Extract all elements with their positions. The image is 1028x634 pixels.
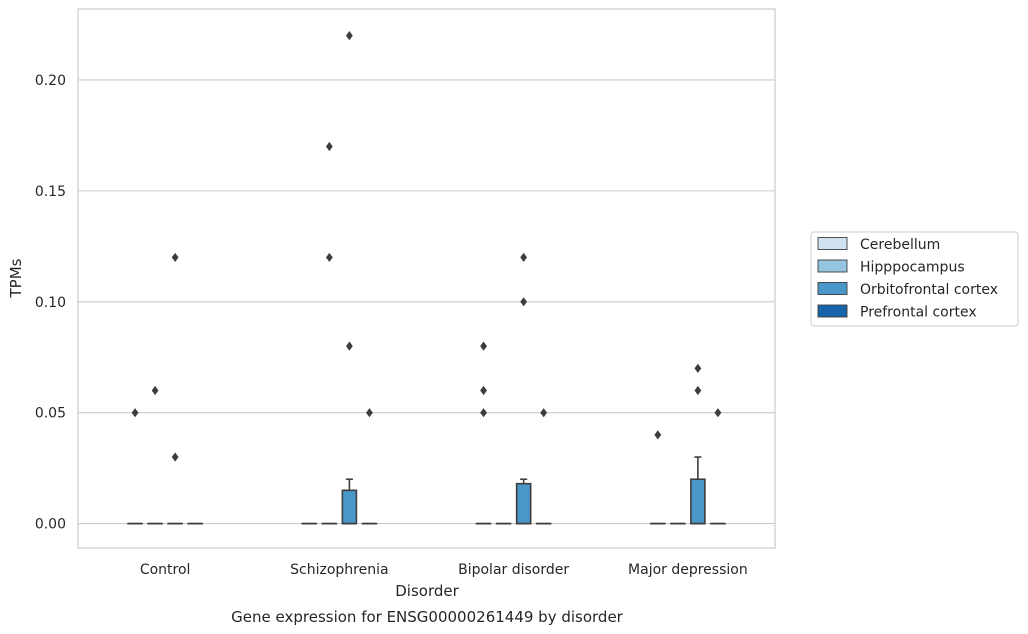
plot-background [78,9,775,548]
box-group [515,252,532,525]
box [341,489,358,525]
outlier-point [171,452,179,462]
legend-label: Cerebellum [860,237,940,253]
outlier-point [480,408,487,418]
outlier-point [480,385,487,396]
legend-swatch [817,282,848,295]
outlier-point [520,252,528,263]
outlier-point [325,252,333,263]
chart-caption: Gene expression for ENSG00000261449 by d… [231,608,624,626]
outlier-point [480,341,487,351]
box-group [341,31,358,525]
box-group [650,430,666,525]
x-tick-label: Bipolar disorder [458,562,569,578]
y-tick-labels: 0.00 0.05 0.10 0.15 0.20 [35,73,66,533]
outlier-point [714,408,722,418]
box-group [475,341,492,525]
y-axis-label: TPMs [7,258,25,298]
box-group [535,408,552,525]
y-tick-label: 0.10 [35,295,66,311]
x-tick-label: Schizophrenia [290,562,388,578]
outlier-point [366,408,373,418]
x-tick-labels: Control Schizophrenia Bipolar disorder Majo… [140,562,748,578]
y-tick-label: 0.00 [35,517,66,533]
box-group [361,408,378,525]
box [690,478,706,525]
legend-label: Prefrontal cortex [860,305,977,321]
outlier-point [694,385,702,396]
box-groups [127,31,726,525]
box-group [147,385,163,525]
box-group [321,141,338,525]
y-tick-label: 0.20 [35,73,66,89]
outlier-point [345,31,353,41]
outlier-point [151,385,159,396]
y-tick-label: 0.15 [35,184,66,200]
legend-label: Hipppocampus [860,260,965,276]
legend-frame [810,231,1019,327]
box-group [127,408,143,525]
outlier-point [325,141,333,152]
outlier-point [540,408,548,418]
x-tick-label: Control [140,562,191,578]
box-group [690,363,706,525]
legend-swatch [817,304,848,318]
x-axis-label: Disorder [395,582,459,600]
plot-frame [77,8,776,549]
outlier-point [131,408,139,418]
outlier-point [171,252,179,263]
box [515,482,532,525]
x-tick-label: Major depression [628,562,748,578]
box-group [710,408,726,525]
outlier-point [654,430,662,440]
legend-swatch [817,259,848,273]
outlier-point [694,363,702,373]
outlier-point [520,297,528,307]
y-tick-label: 0.05 [35,406,66,422]
outlier-point [345,341,353,351]
box-group [167,252,183,525]
legend-swatch [817,237,848,250]
legend-label: Orbitofrontal cortex [860,282,998,298]
legend: Cerebellum Hipppocampus Orbitofrontal cort… [810,231,1019,327]
